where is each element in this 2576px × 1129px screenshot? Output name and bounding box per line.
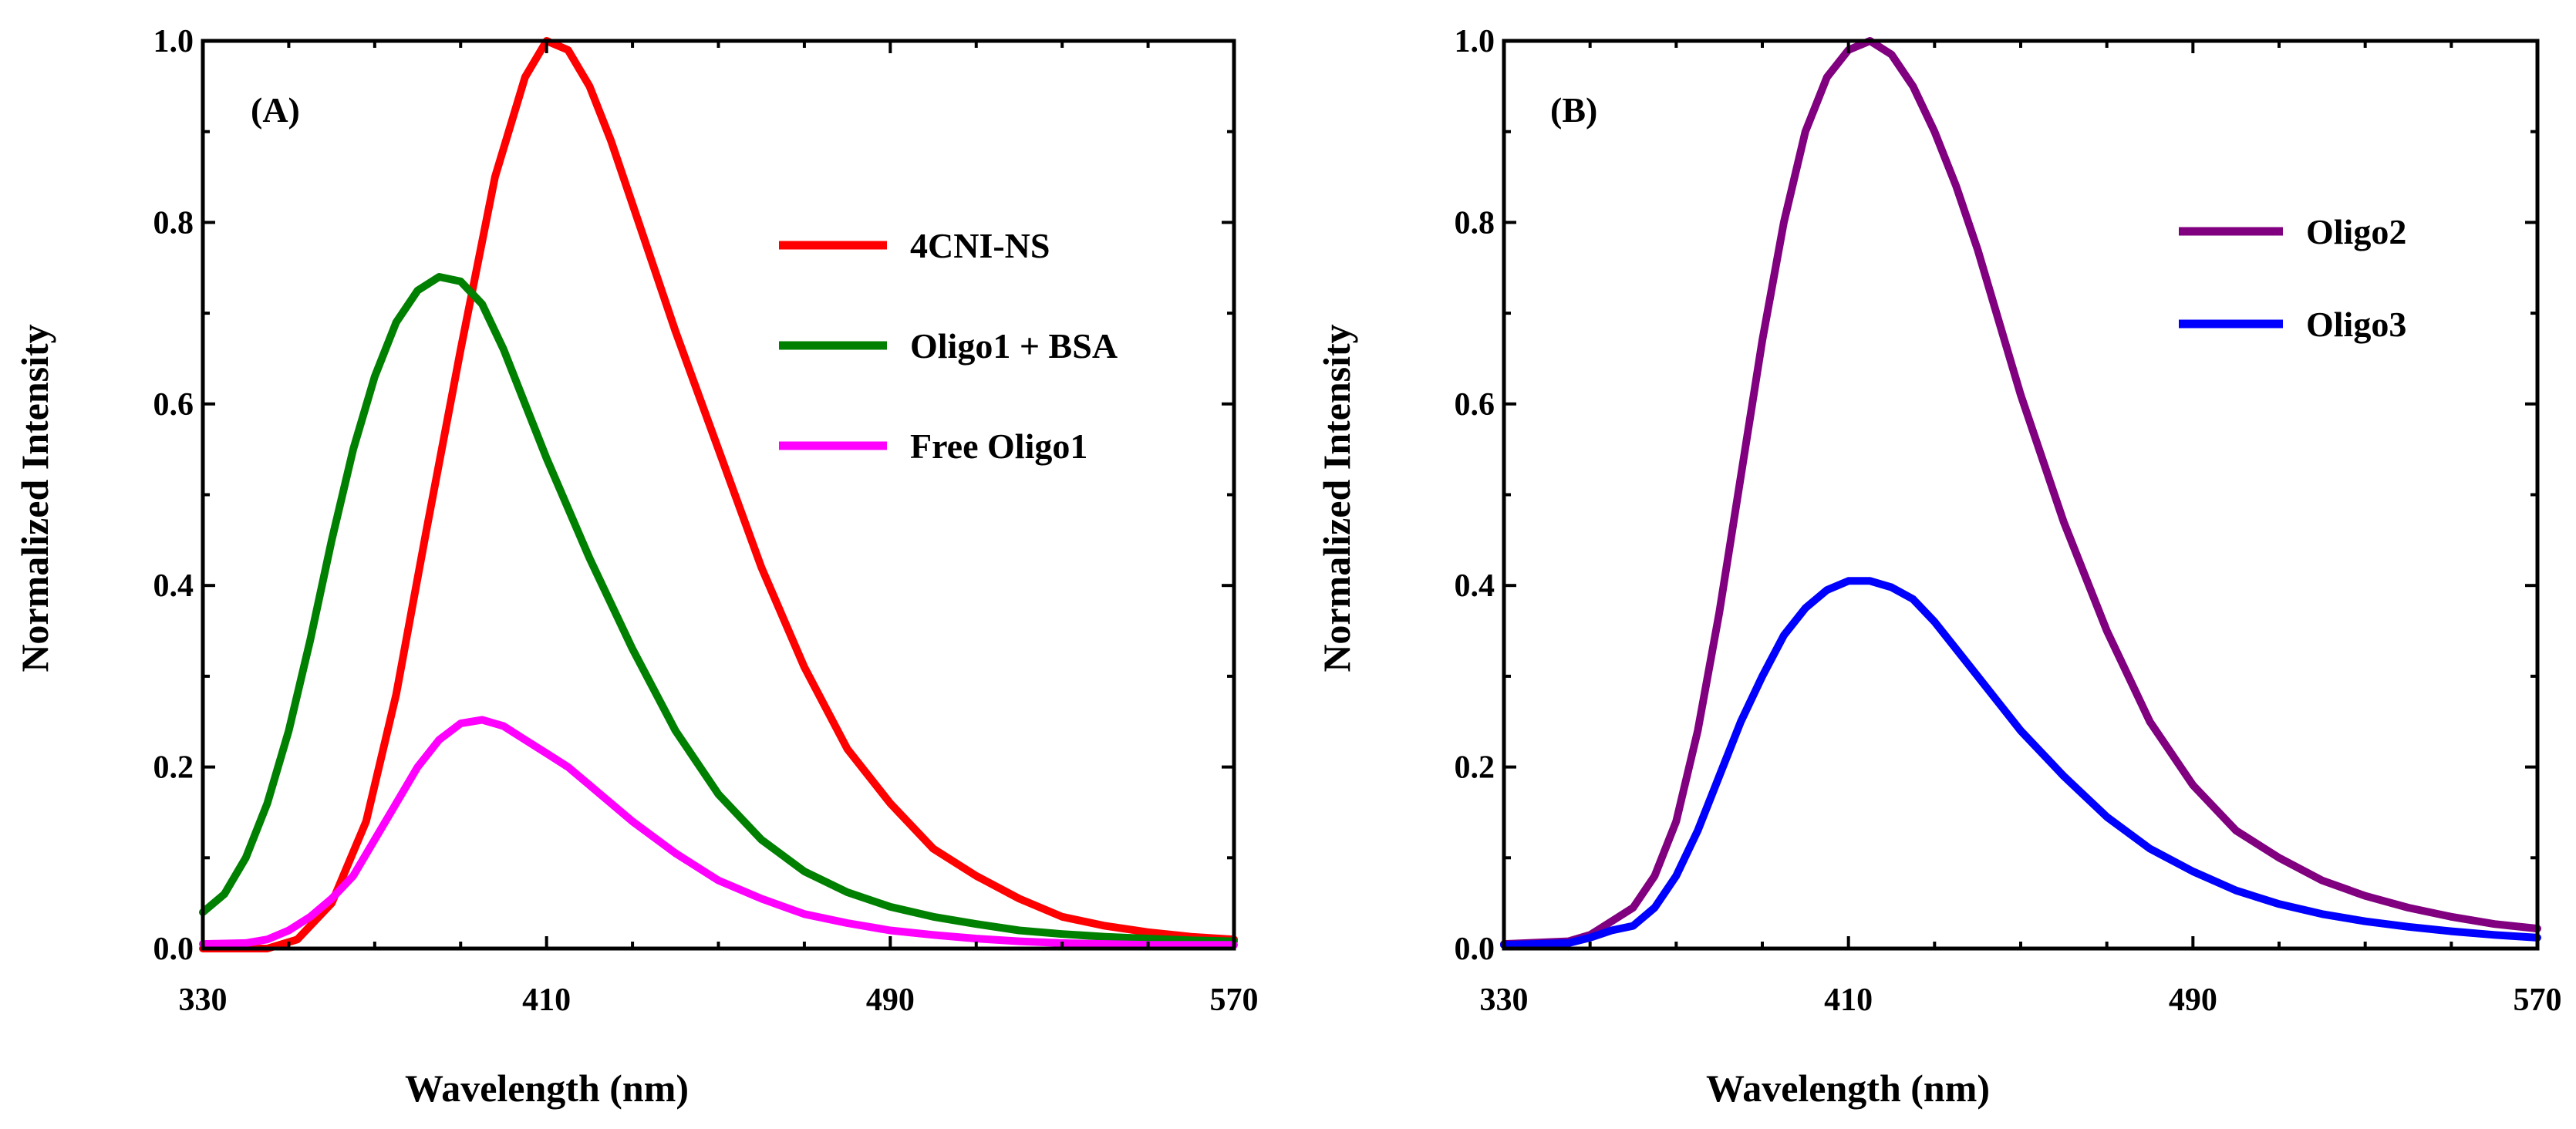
panel-b-y-axis-title: Normalized Intensity [1315, 324, 1358, 672]
panel-b-y-tick-label: 0.6 [1455, 387, 1495, 423]
panel-b-legend-label-oligo2: Oligo2 [2306, 212, 2406, 251]
panel-b-series-oligo2 [1500, 37, 2541, 949]
panel-a-y-tick-label: 0.2 [153, 750, 194, 786]
panel-a-x-axis-title: Wavelength (nm) [405, 1067, 689, 1110]
panel-a-label: (A) [251, 90, 300, 130]
panel-a-y-tick-label: 0.8 [153, 205, 194, 241]
panel-b-y-tick-label: 0.2 [1455, 750, 1495, 786]
panel-b-plot-frame [1502, 39, 2540, 951]
panel-a-series-4cni-ns [199, 37, 1238, 952]
panel-a-legend-label-free-oligo1: Free Oligo1 [910, 426, 1087, 466]
panel-a-y-axis-title: Normalized Intensity [13, 324, 56, 672]
panel-b-y-tick-label: 0.8 [1455, 205, 1495, 241]
panel-b-x-tick-label: 410 [1824, 982, 1873, 1018]
panel-a-y-tick-label: 1.0 [153, 24, 194, 59]
panel-a-series-free-oligo1 [199, 716, 1238, 949]
panel-a-x-tick-label: 410 [522, 982, 571, 1018]
panel-b-legend-label-oligo3: Oligo3 [2306, 305, 2406, 344]
panel-b-label: (B) [1550, 90, 1597, 130]
panel-b-x-tick-label: 330 [1480, 982, 1529, 1018]
panel-a-x-tick-label: 490 [866, 982, 915, 1018]
panel-a-legend-label-oligo1-bsa: Oligo1 + BSA [910, 326, 1118, 366]
panel-a-legend-label-4cni-ns: 4CNI-NS [910, 226, 1050, 265]
panel-a-x-tick-label: 570 [1210, 982, 1259, 1018]
panel-b-y-tick-label: 0.4 [1455, 568, 1495, 604]
panel-a-y-tick-label: 0.4 [153, 568, 194, 604]
panel-b-y-tick-label: 0.0 [1455, 932, 1495, 967]
panel-b-x-axis-title: Wavelength (nm) [1706, 1067, 1990, 1110]
panel-b-series-oligo3 [1500, 577, 2541, 949]
panel-b-x-tick-label: 490 [2169, 982, 2217, 1018]
panel-a-series-oligo1-bsa [199, 273, 1238, 945]
panel-a-plot-frame [201, 39, 1236, 951]
panel-a-y-tick-label: 0.0 [153, 932, 194, 967]
panel-b-y-tick-label: 1.0 [1455, 24, 1495, 59]
panel-a-x-tick-label: 330 [179, 982, 228, 1018]
panel-b: (B) Wavelength (nm) Normalized Intensity… [1315, 24, 2562, 1110]
panel-b-x-tick-label: 570 [2514, 982, 2562, 1018]
panel-a: (A) Wavelength (nm) Normalized Intensity… [13, 24, 1259, 1110]
panel-a-y-tick-label: 0.6 [153, 387, 194, 423]
